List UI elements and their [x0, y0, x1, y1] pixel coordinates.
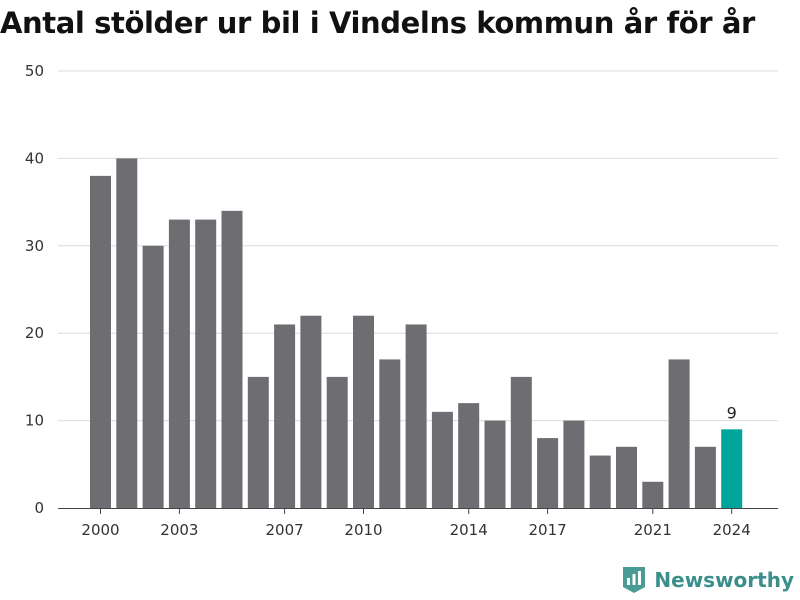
bar-2005	[221, 210, 243, 508]
bar-2021	[642, 481, 664, 508]
bars	[90, 158, 743, 509]
bar-2001	[116, 158, 138, 508]
x-tick-label: 2003	[160, 521, 198, 539]
y-tick-label: 20	[25, 324, 44, 342]
bar-2002	[142, 245, 164, 509]
x-tick-label: 2021	[634, 521, 672, 539]
y-tick-label: 0	[34, 499, 44, 517]
bar-2010	[353, 315, 374, 508]
axes	[58, 508, 778, 514]
bar-2023	[694, 446, 716, 508]
bar-2018	[563, 420, 585, 508]
bar-2022	[668, 359, 690, 508]
data-label-2024: 9	[727, 403, 737, 422]
bar-2003	[168, 219, 190, 508]
bar-2017	[537, 438, 559, 508]
bar-2008	[300, 315, 322, 508]
bar-2006	[247, 376, 269, 508]
y-tick-label: 10	[25, 412, 44, 430]
bar-2020	[616, 446, 637, 508]
x-tick-label: 2010	[344, 521, 382, 539]
bar-2016	[510, 376, 532, 508]
x-tick-label: 2024	[713, 521, 751, 539]
x-tick-label: 2007	[266, 521, 304, 539]
bar-2014	[458, 403, 480, 508]
x-tick-label: 2014	[450, 521, 488, 539]
x-tick-label: 2017	[529, 521, 567, 539]
bar-2013	[431, 411, 453, 508]
bar-2011	[379, 359, 401, 508]
bar-2012	[405, 324, 427, 508]
newsworthy-logo-icon	[623, 567, 646, 593]
bar-2019	[589, 455, 611, 508]
brand-name: Newsworthy	[654, 568, 794, 592]
brand-logo: Newsworthy	[622, 566, 794, 594]
bar-2024	[721, 429, 743, 508]
x-tick-label: 2000	[81, 521, 119, 539]
y-tick-label: 50	[25, 62, 44, 80]
bar-2007	[274, 324, 296, 508]
labels: 0 10 20 30 40 50 9 2000 2003 2007 2010 2014 2017 2021…	[25, 62, 751, 539]
bar-2015	[484, 420, 506, 508]
y-tick-label: 30	[25, 237, 44, 255]
bar-2009	[326, 376, 348, 508]
bar-2000	[90, 175, 111, 508]
chart-title: Antal stölder ur bil i Vindelns kommun å…	[0, 6, 755, 40]
y-tick-label: 40	[25, 149, 44, 167]
bar-2004	[195, 219, 217, 508]
